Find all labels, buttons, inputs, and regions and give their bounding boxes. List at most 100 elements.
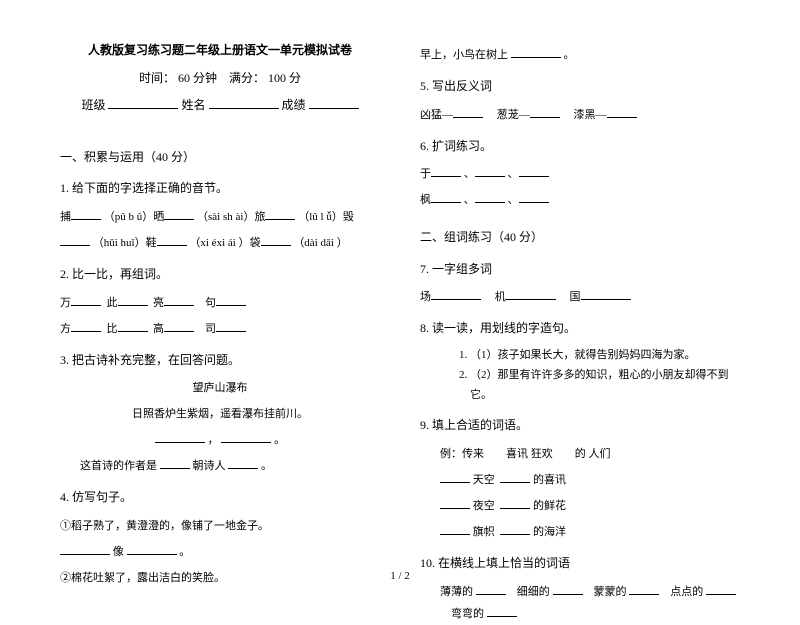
q9-blank[interactable] [500,523,530,535]
q2-blank[interactable] [164,294,194,306]
q2-char: 方 [60,323,71,335]
q7-blank[interactable] [581,288,631,300]
q1-blank[interactable] [71,208,101,220]
q5-word: 葱茏— [497,109,530,121]
q2-blank[interactable] [216,320,246,332]
q5-blank[interactable] [453,106,483,118]
q6-blank[interactable] [431,191,461,203]
top-text: 早上，小鸟在树上 [420,49,508,61]
q3-blank[interactable] [160,457,190,469]
q8-item: （2）那里有许许多多的知识，粗心的小朋友却得不到它。 [470,366,740,406]
q10-blank[interactable] [706,583,736,595]
page-number: 1 / 2 [0,570,800,582]
q1-line1: 捕 （pǔ b ǔ）晒 （sài sh ài）旅 （lǔ l ǚ）毁 [60,206,380,228]
right-column: 早上，小鸟在树上 。 5. 写出反义词 凶猛— 葱茏— 漆黑— 6. 扩词练习。… [400,40,760,540]
q1-blank[interactable] [157,234,187,246]
q1-blank[interactable] [164,208,194,220]
q6-blank[interactable] [519,191,549,203]
q9-text: 旗帜 [473,526,495,538]
q9-blank[interactable] [440,523,470,535]
q6-blank[interactable] [475,165,505,177]
q10-blank[interactable] [553,583,583,595]
q2-blank[interactable] [118,320,148,332]
q10-blank[interactable] [629,583,659,595]
name-label: 姓名 [181,98,205,112]
q4-label: 4. 仿写句子。 [60,487,380,509]
q5-blank[interactable] [530,106,560,118]
q9-blank[interactable] [500,497,530,509]
q10-blank[interactable] [476,583,506,595]
time-label: 时间： [139,71,175,85]
q6-blank[interactable] [431,165,461,177]
comma: ， [208,434,219,446]
grade-blank[interactable] [309,97,359,109]
q8-list: （1）孩子如果长大，就得告别妈妈四海为家。 （2）那里有许许多多的知识，粗心的小… [420,346,740,405]
q2-char: 高 [153,323,164,335]
q6-row2: 枫 、 、 [420,189,740,211]
q4-blank[interactable] [60,543,110,555]
q1-blank[interactable] [265,208,295,220]
q7-blank[interactable] [506,288,556,300]
q9-blank[interactable] [440,497,470,509]
q5-word: 漆黑— [574,109,607,121]
period: 。 [261,460,272,472]
top-blank[interactable] [511,46,561,58]
name-blank[interactable] [209,97,279,109]
sep: 、 [464,168,475,180]
q5-word: 凶猛— [420,109,453,121]
student-info: 班级 姓名 成绩 [60,95,380,117]
q2-blank[interactable] [164,320,194,332]
q3-blank[interactable] [221,431,271,443]
q3-author: 这首诗的作者是 朝诗人 。 [60,455,380,477]
period: 。 [564,49,575,61]
class-blank[interactable] [108,97,178,109]
doc-subtitle: 时间： 60 分钟 满分： 100 分 [60,68,380,90]
q3-blank[interactable] [228,457,258,469]
q6-label: 6. 扩词练习。 [420,136,740,158]
q4-s2: 像 。 [60,541,380,563]
q3-label: 3. 把古诗补充完整，在回答问题。 [60,350,380,372]
q2-row1: 万 此 亮 句 [60,292,380,314]
left-column: 人教版复习练习题二年级上册语文一单元模拟试卷 时间： 60 分钟 满分： 100… [40,40,400,540]
q1-blank[interactable] [60,234,90,246]
q9-text: 的鲜花 [533,500,566,512]
q1-line2: （hǔi huǐ）鞋 （xi éxi ái ）袋 （dài dāi ） [60,232,380,254]
q9-blank[interactable] [440,471,470,483]
q9-label: 9. 填上合适的词语。 [420,415,740,437]
q2-char: 比 [107,323,118,335]
q4-blank[interactable] [127,543,177,555]
q5-blank[interactable] [607,106,637,118]
q1-w4: （lǔ l ǚ）毁 [298,211,354,223]
q9-row3: 旗帜 的海洋 [420,521,740,543]
q3-blank[interactable] [155,431,205,443]
q6-blank[interactable] [475,191,505,203]
q2-blank[interactable] [118,294,148,306]
q6-char: 于 [420,168,431,180]
q7-blank[interactable] [431,288,481,300]
q9-row2: 夜空 的鲜花 [420,495,740,517]
q2-char: 句 [205,297,216,309]
q6-blank[interactable] [519,165,549,177]
q2-char: 亮 [153,297,164,309]
q1-w3: （sài sh ài）旅 [197,211,265,223]
q2-blank[interactable] [216,294,246,306]
q3-text: 朝诗人 [193,460,226,472]
q2-blank[interactable] [71,294,101,306]
q3-poem-line: 日照香炉生紫烟，遥看瀑布挂前川。 [60,403,380,425]
time-value: 60 分钟 [178,71,217,85]
q7-row: 场 机 国 [420,286,740,308]
q2-label: 2. 比一比，再组词。 [60,264,380,286]
q10-blank[interactable] [487,605,517,617]
q9-blank[interactable] [500,471,530,483]
q9-example: 例：传来 喜讯 狂欢 的 人们 [420,443,740,465]
q1-blank[interactable] [261,234,291,246]
q2-blank[interactable] [71,320,101,332]
sep: 、 [464,194,475,206]
q4-text: 像 [113,546,124,558]
section-1-title: 一、积累与运用（40 分） [60,147,380,169]
q6-char: 枫 [420,194,431,206]
q3-poem-title: 望庐山瀑布 [60,377,380,399]
period: 。 [274,434,285,446]
q1-w1: 捕 [60,211,71,223]
q3-poem-blanks: ， 。 [60,429,380,451]
